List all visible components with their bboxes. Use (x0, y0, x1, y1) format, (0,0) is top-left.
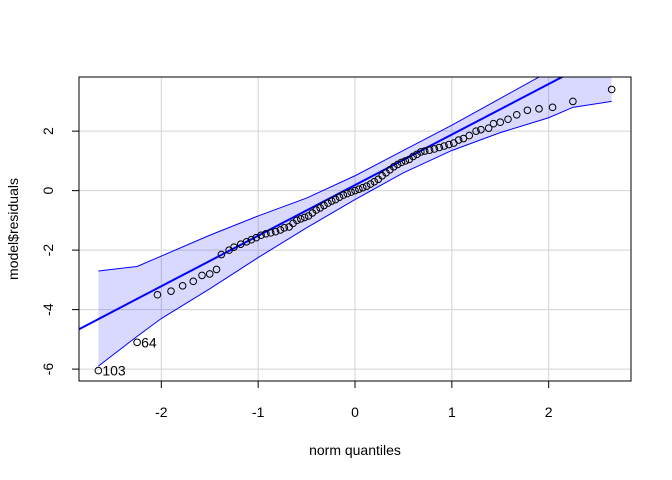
point (198, 271, 206, 280)
point (178, 282, 187, 290)
x-tick-label: -1 (252, 404, 265, 420)
point (512, 110, 521, 119)
point (351, 186, 359, 195)
point (401, 157, 410, 165)
point (417, 148, 425, 156)
point (343, 189, 352, 198)
point (347, 188, 355, 196)
band-lower (98, 100, 612, 367)
confidence-band (98, 77, 612, 367)
point (217, 250, 226, 259)
x-tick-label: 1 (448, 404, 456, 420)
point (425, 146, 434, 154)
point (397, 158, 406, 167)
y-tick-label: -4 (40, 303, 56, 316)
point (266, 229, 275, 237)
point (276, 226, 285, 234)
point (607, 85, 616, 94)
point (370, 177, 379, 186)
point (454, 136, 463, 144)
point (504, 115, 512, 124)
point (465, 131, 474, 140)
point (327, 197, 336, 205)
point (205, 270, 214, 278)
point (189, 277, 198, 286)
point (271, 227, 280, 236)
point (331, 195, 340, 204)
point (262, 229, 270, 238)
reference-line (79, 77, 565, 331)
point (335, 193, 344, 201)
point (230, 243, 238, 251)
point (242, 237, 251, 246)
point-label: 103 (102, 363, 126, 379)
point (257, 231, 265, 240)
point (366, 180, 375, 188)
point (316, 204, 324, 212)
point (496, 118, 505, 127)
point (94, 366, 103, 375)
point (312, 206, 321, 214)
y-tick-label: -6 (40, 363, 56, 376)
point (445, 140, 453, 149)
point (252, 233, 261, 242)
y-tick-label: -2 (40, 244, 56, 257)
y-tick-label: 2 (40, 127, 56, 135)
point (320, 201, 328, 210)
point (569, 97, 577, 106)
point (472, 127, 480, 135)
point (440, 142, 448, 150)
x-tick-label: 0 (351, 404, 359, 420)
point (153, 290, 162, 299)
point (523, 106, 532, 115)
point (548, 103, 557, 112)
point (413, 150, 421, 159)
point (477, 125, 485, 134)
point (430, 145, 439, 153)
point (355, 185, 363, 193)
point (300, 213, 309, 222)
point (296, 215, 305, 223)
point (247, 235, 256, 244)
point (389, 163, 398, 171)
point (339, 191, 348, 199)
point (535, 105, 543, 113)
point (420, 147, 429, 155)
point (459, 134, 468, 143)
point (362, 182, 371, 190)
point (212, 265, 221, 274)
x-tick-label: 2 (545, 404, 553, 420)
x-axis-label: norm quantiles (309, 442, 401, 458)
point (280, 224, 289, 232)
point (133, 338, 141, 347)
point (484, 124, 493, 132)
band-upper (98, 77, 541, 272)
plot-area (79, 77, 631, 381)
point (409, 152, 417, 161)
point (167, 287, 175, 295)
point (324, 199, 332, 207)
y-axis-label: model$residuals (5, 178, 21, 280)
y-tick-label: 0 (40, 187, 56, 195)
point (358, 183, 367, 192)
point (393, 160, 402, 169)
x-tick-label: -2 (155, 404, 168, 420)
point-label: 64 (141, 334, 157, 350)
point (293, 216, 301, 225)
point (435, 143, 444, 152)
